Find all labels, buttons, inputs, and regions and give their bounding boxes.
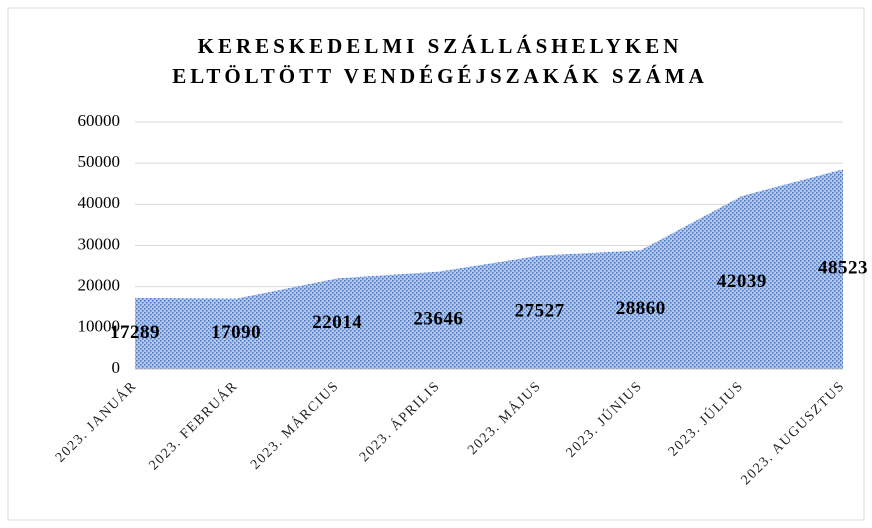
- y-tick-label: 30000: [78, 234, 121, 253]
- chart-title: ELTÖLTÖTT VENDÉGÉJSZAKÁK SZÁMA: [172, 64, 707, 88]
- data-label: 27527: [515, 301, 565, 322]
- y-tick-label: 20000: [78, 276, 121, 295]
- y-tick-label: 0: [112, 358, 121, 377]
- y-tick-label: 10000: [78, 317, 121, 336]
- y-tick-label: 40000: [78, 193, 121, 212]
- data-label: 42039: [717, 271, 767, 292]
- data-label: 48523: [818, 257, 868, 278]
- data-label: 22014: [312, 312, 362, 333]
- chart-title: KERESKEDELMI SZÁLLÁSHELYKEN: [198, 34, 683, 58]
- data-label: 17090: [211, 322, 261, 343]
- y-tick-label: 50000: [78, 152, 121, 171]
- data-label: 23646: [413, 309, 463, 330]
- data-label: 17289: [110, 322, 160, 343]
- data-label: 28860: [616, 298, 666, 319]
- area: [135, 169, 843, 369]
- y-tick-label: 60000: [78, 111, 121, 130]
